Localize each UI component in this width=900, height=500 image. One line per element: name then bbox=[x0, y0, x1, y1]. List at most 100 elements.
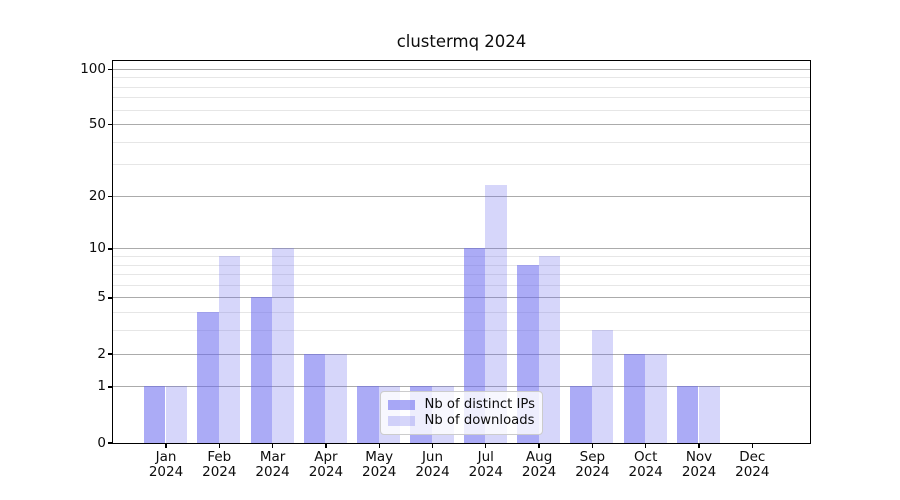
x-tick-month: Jun bbox=[421, 449, 444, 465]
x-tick-label: Apr 2024 bbox=[294, 450, 358, 480]
bar-distinct-ips bbox=[357, 386, 379, 443]
x-tick-mark bbox=[271, 443, 274, 448]
x-tick-mark bbox=[378, 443, 380, 448]
x-tick-label: Jun 2024 bbox=[401, 450, 465, 480]
x-tick-label: Mar 2024 bbox=[241, 450, 305, 480]
gridline-major bbox=[112, 196, 810, 198]
x-tick-month: Nov bbox=[685, 449, 713, 465]
y-tick-mark bbox=[108, 248, 113, 250]
x-tick-label: Nov 2024 bbox=[667, 450, 731, 480]
x-tick-month: Mar bbox=[259, 449, 286, 465]
y-tick-label: 1 bbox=[97, 378, 106, 395]
y-tick-mark bbox=[108, 123, 113, 126]
gridline-minor bbox=[112, 97, 810, 99]
bar-downloads bbox=[325, 353, 347, 443]
legend-swatch-downloads bbox=[387, 415, 415, 426]
gridline-major bbox=[112, 248, 810, 250]
gridline-minor bbox=[112, 77, 810, 79]
gridline-minor bbox=[112, 284, 810, 286]
legend-label-downloads: Nb of downloads bbox=[424, 412, 535, 428]
x-tick-year: 2024 bbox=[735, 464, 770, 480]
x-tick-month: Feb bbox=[207, 449, 232, 465]
x-tick-year: 2024 bbox=[362, 464, 397, 480]
legend-item-downloads: Nb of downloads bbox=[381, 413, 542, 429]
y-tick-label: 20 bbox=[88, 188, 106, 205]
bar-distinct-ips bbox=[197, 312, 219, 443]
bar-distinct-ips bbox=[570, 386, 592, 443]
gridline-major bbox=[112, 297, 810, 299]
x-tick-mark bbox=[431, 443, 434, 448]
legend-swatch-distinct-ips bbox=[387, 399, 415, 410]
x-tick-month: May bbox=[365, 449, 394, 465]
x-tick-mark bbox=[751, 443, 753, 448]
x-tick-year: 2024 bbox=[681, 464, 717, 480]
x-tick-label: Jan 2024 bbox=[134, 450, 198, 480]
gridline-major bbox=[112, 68, 810, 70]
gridline-minor bbox=[112, 256, 810, 258]
legend-item-distinct-ips: Nb of distinct IPs bbox=[381, 397, 542, 413]
x-tick-month: Dec bbox=[739, 449, 766, 465]
gridline-minor bbox=[112, 330, 810, 332]
y-tick-mark bbox=[108, 195, 113, 198]
x-tick-month: Jul bbox=[477, 449, 494, 465]
x-tick-year: 2024 bbox=[255, 464, 290, 480]
legend-label-distinct-ips: Nb of distinct IPs bbox=[424, 396, 536, 412]
x-tick-month: Apr bbox=[314, 449, 338, 465]
x-tick-mark bbox=[485, 443, 487, 448]
x-tick-label: Sep 2024 bbox=[560, 450, 624, 480]
x-tick-mark bbox=[538, 443, 540, 448]
y-tick-mark bbox=[108, 442, 113, 444]
x-tick-month: Aug bbox=[525, 449, 553, 465]
x-tick-year: 2024 bbox=[468, 464, 503, 480]
bar-downloads bbox=[485, 185, 507, 443]
y-tick-label: 2 bbox=[97, 345, 106, 362]
gridline-major bbox=[112, 353, 810, 355]
x-tick-mark bbox=[698, 443, 700, 448]
gridline-minor bbox=[112, 164, 810, 166]
plot-area: Nb of distinct IPs Nb of downloads bbox=[111, 59, 811, 444]
x-tick-year: 2024 bbox=[521, 464, 557, 480]
chart-title: clustermq 2024 bbox=[396, 32, 527, 51]
bar-distinct-ips bbox=[676, 386, 699, 443]
gridline-minor bbox=[112, 86, 810, 88]
y-tick-mark bbox=[108, 353, 113, 355]
bar-distinct-ips bbox=[303, 353, 326, 443]
x-tick-mark bbox=[325, 443, 327, 448]
gridline-minor bbox=[112, 141, 810, 143]
y-tick-mark bbox=[108, 386, 113, 388]
x-tick-label: Feb 2024 bbox=[187, 450, 251, 480]
x-tick-label: Aug 2024 bbox=[507, 450, 571, 480]
y-tick-mark bbox=[108, 68, 113, 71]
x-tick-year: 2024 bbox=[628, 464, 663, 480]
x-tick-label: Dec 2024 bbox=[720, 450, 784, 480]
x-tick-year: 2024 bbox=[202, 464, 237, 480]
bar-distinct-ips bbox=[143, 386, 166, 443]
x-tick-month: Jan bbox=[155, 449, 177, 465]
x-tick-label: Oct 2024 bbox=[614, 450, 678, 480]
x-tick-year: 2024 bbox=[575, 464, 610, 480]
x-tick-month: Sep bbox=[579, 449, 606, 465]
y-tick-label: 10 bbox=[88, 240, 106, 257]
bar-downloads bbox=[645, 353, 667, 443]
gridline-minor bbox=[112, 264, 810, 266]
y-tick-label: 50 bbox=[88, 116, 106, 133]
bar-downloads bbox=[218, 256, 241, 443]
x-tick-label: May 2024 bbox=[347, 450, 411, 480]
x-tick-year: 2024 bbox=[308, 464, 344, 480]
y-tick-label: 0 bbox=[97, 434, 106, 451]
x-tick-month: Oct bbox=[634, 449, 658, 465]
gridline-minor bbox=[112, 274, 810, 276]
gridline-major bbox=[112, 124, 810, 126]
gridline-major bbox=[112, 386, 810, 388]
x-tick-label: Jul 2024 bbox=[454, 450, 518, 480]
x-tick-mark bbox=[218, 443, 220, 448]
gridline-minor bbox=[112, 312, 810, 314]
bar-distinct-ips bbox=[623, 353, 646, 443]
y-tick-mark bbox=[108, 297, 113, 299]
bar-downloads bbox=[698, 386, 721, 443]
gridline-minor bbox=[112, 109, 810, 111]
bar-downloads bbox=[591, 330, 614, 443]
x-tick-mark bbox=[165, 443, 167, 448]
bar-downloads bbox=[272, 248, 294, 443]
